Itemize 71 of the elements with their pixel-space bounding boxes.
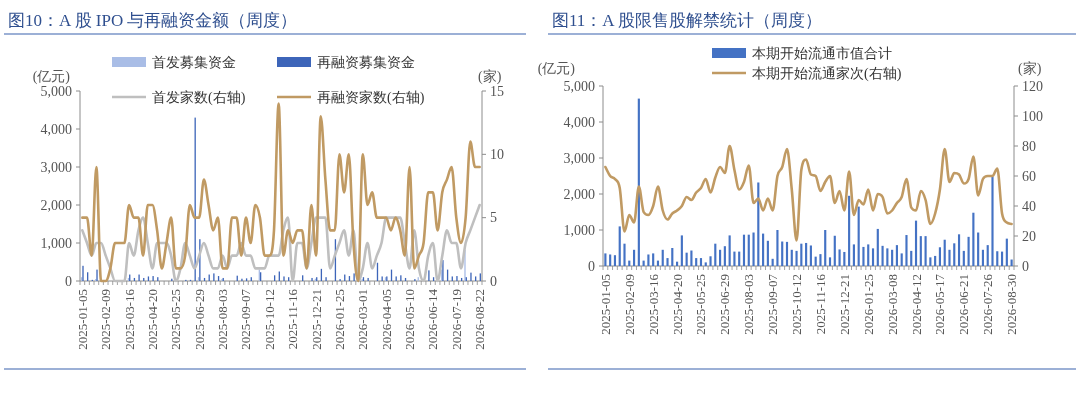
y-axis-title: (亿元) [32,68,71,85]
y-axis-title: (亿元) [537,60,576,77]
y-tick-label: 1,000 [563,222,595,238]
chart-title: 图10：A 股 IPO 与再融资金额（周度） [8,10,298,30]
legend-label: 本期开始流通家次(右轴) [752,65,902,82]
x-tick-label: 2025-02-09 [98,289,114,350]
x-tick-label: 2025-04-20 [669,274,685,335]
x-tick-label: 2025-08-03 [215,289,231,350]
x-tick-label: 2026-04-12 [908,274,924,335]
y2-tick-label: 20 [1022,228,1036,244]
x-tick-label: 2025-09-07 [238,288,254,350]
y2-axis-title: (家) [1018,60,1042,77]
x-tick-label: 2025-05-25 [168,289,184,350]
y2-tick-label: 15 [490,83,504,99]
legend-label: 本期开始流通市值合计 [752,45,892,61]
chart-title: 图11：A 股限售股解禁统计（周度） [552,10,822,30]
x-tick-label: 2025-01-05 [74,289,90,350]
x-tick-label: 2026-07-19 [448,289,464,350]
x-tick-label: 2026-05-10 [402,289,418,350]
y2-axis-title: (家) [478,68,502,85]
x-tick-label: 2026-06-21 [956,274,972,335]
x-tick-label: 2025-05-25 [693,274,709,335]
x-tick-label: 2025-09-07 [765,273,781,335]
y2-tick-label: 10 [490,146,504,162]
legend-label: 再融资家数(右轴) [317,89,425,106]
legend-label: 再融资募集资金 [317,54,415,70]
x-tick-label: 2026-01-25 [331,289,347,350]
legend-label: 首发募集资金 [152,54,236,70]
y2-tick-label: 0 [490,273,497,289]
y-tick-label: 5,000 [40,83,72,99]
x-tick-label: 2025-11-16 [812,273,828,335]
x-tick-label: 2025-04-20 [144,289,160,350]
y2-tick-label: 120 [1022,78,1043,94]
x-tick-label: 2025-08-03 [741,274,757,335]
y-tick-label: 4,000 [40,121,72,137]
x-tick-label: 2025-10-12 [261,289,277,350]
y2-tick-label: 0 [1022,258,1029,274]
legend-label: 首发家数(右轴) [152,89,246,106]
y-tick-label: 2,000 [40,197,72,213]
x-tick-label: 2026-03-01 [355,289,371,350]
y-tick-label: 3,000 [40,159,72,175]
y-tick-label: 0 [65,273,72,289]
x-tick-label: 2025-11-16 [285,288,301,350]
x-tick-label: 2025-12-21 [836,274,852,335]
x-tick-label: 2025-02-09 [621,274,637,335]
x-tick-label: 2025-12-21 [308,289,324,350]
x-tick-label: 2026-07-26 [980,273,996,335]
y-tick-label: 3,000 [563,150,595,166]
x-tick-label: 2025-03-16 [645,273,661,335]
x-tick-label: 2025-01-05 [597,274,613,335]
x-tick-label: 2026-05-17 [932,273,948,335]
x-tick-label: 2026-01-25 [860,274,876,335]
y-tick-label: 2,000 [563,186,595,202]
x-tick-label: 2026-08-22 [472,289,488,350]
y-tick-label: 1,000 [40,235,72,251]
y2-tick-label: 5 [490,210,497,226]
x-tick-label: 2025-10-12 [789,274,805,335]
y-tick-label: 0 [588,258,595,274]
x-tick-label: 2026-06-14 [425,288,441,350]
y-tick-label: 5,000 [563,78,595,94]
y-tick-label: 4,000 [563,114,595,130]
y2-tick-label: 80 [1022,138,1036,154]
y2-tick-label: 60 [1022,168,1036,184]
x-tick-label: 2025-06-29 [717,274,733,335]
x-tick-label: 2025-06-29 [191,289,207,350]
x-tick-label: 2026-08-30 [1004,274,1020,335]
x-tick-label: 2025-03-16 [121,288,137,350]
y2-tick-label: 40 [1022,198,1036,214]
y2-tick-label: 100 [1022,108,1043,124]
x-tick-label: 2026-04-05 [378,289,394,350]
x-tick-label: 2026-03-08 [884,274,900,335]
